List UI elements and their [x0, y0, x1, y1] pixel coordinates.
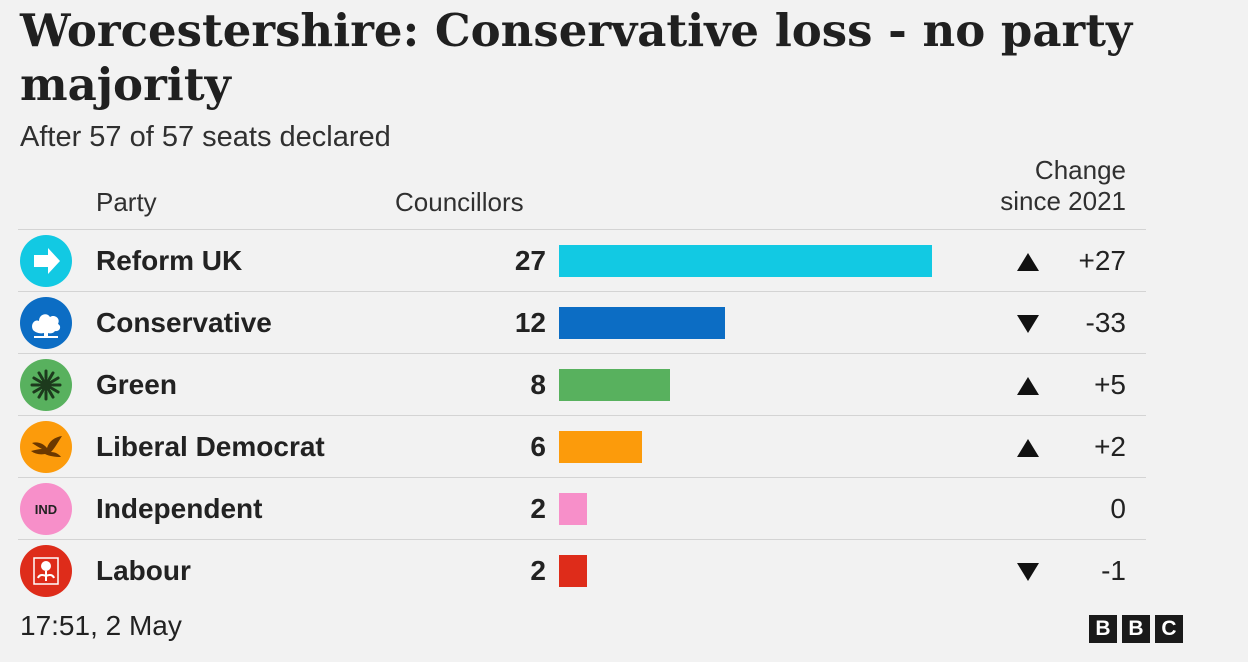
reform-arrow-icon	[20, 235, 72, 287]
seat-bar	[559, 555, 587, 587]
seat-change: 0	[1110, 493, 1126, 524]
seat-count: 2	[530, 493, 546, 524]
seat-change: -1	[1101, 555, 1126, 586]
bbc-logo-letter: B	[1089, 615, 1117, 643]
table-row: Liberal Democrat 6 +2	[18, 415, 1146, 478]
column-header-change: Change since 2021	[1000, 155, 1126, 217]
column-header-party: Party	[96, 187, 157, 217]
bbc-logo: B B C	[1089, 615, 1183, 643]
column-header-change-line1: Change	[1034, 155, 1126, 185]
seat-change: +2	[1094, 431, 1126, 462]
seat-change: +27	[1078, 245, 1127, 276]
table-row: Conservative 12 -33	[18, 291, 1146, 354]
seat-bar	[559, 307, 725, 339]
seat-count: 8	[530, 369, 546, 400]
seat-count: 2	[530, 555, 546, 586]
triangle-up-icon	[1016, 438, 1040, 458]
seat-bar	[559, 369, 670, 401]
chart-subtitle: After 57 of 57 seats declared	[20, 121, 391, 153]
party-name: Reform UK	[96, 245, 243, 276]
table-row: Green 8 +5	[18, 353, 1146, 416]
seat-bar	[559, 431, 642, 463]
party-name: Conservative	[96, 307, 272, 338]
party-name: Green	[96, 369, 177, 400]
seat-bar	[559, 245, 932, 277]
seat-count: 6	[530, 431, 546, 462]
timestamp: 17:51, 2 May	[20, 610, 182, 641]
conservative-tree-icon	[20, 297, 72, 349]
column-header-councillors: Councillors	[395, 187, 524, 217]
green-sunflower-icon	[20, 359, 72, 411]
seat-change: -33	[1085, 307, 1126, 338]
table-row: IND Independent 2 0	[18, 477, 1146, 540]
triangle-up-icon	[1016, 252, 1040, 272]
triangle-down-icon	[1016, 314, 1040, 334]
independent-badge-icon: IND	[20, 483, 72, 535]
seat-change: +5	[1094, 369, 1126, 400]
table-row: Reform UK 27 +27	[18, 229, 1146, 292]
seat-count: 27	[514, 245, 546, 276]
table-row: Labour 2 -1	[18, 539, 1146, 602]
chart-title: Worcestershire: Conservative loss - no p…	[20, 4, 1133, 111]
seat-bar	[559, 493, 587, 525]
libdem-bird-icon	[20, 421, 72, 473]
party-name: Liberal Democrat	[96, 431, 325, 462]
bbc-logo-letter: C	[1155, 615, 1183, 643]
seat-count: 12	[514, 307, 546, 338]
svg-text:IND: IND	[35, 502, 57, 517]
party-name: Independent	[96, 493, 263, 524]
bbc-logo-letter: B	[1122, 615, 1150, 643]
triangle-up-icon	[1016, 376, 1040, 396]
column-header-change-line2: since 2021	[1000, 186, 1126, 216]
labour-rose-icon	[20, 545, 72, 597]
triangle-down-icon	[1016, 562, 1040, 582]
party-name: Labour	[96, 555, 191, 586]
